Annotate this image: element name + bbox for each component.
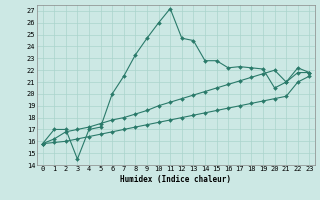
X-axis label: Humidex (Indice chaleur): Humidex (Indice chaleur) <box>121 175 231 184</box>
